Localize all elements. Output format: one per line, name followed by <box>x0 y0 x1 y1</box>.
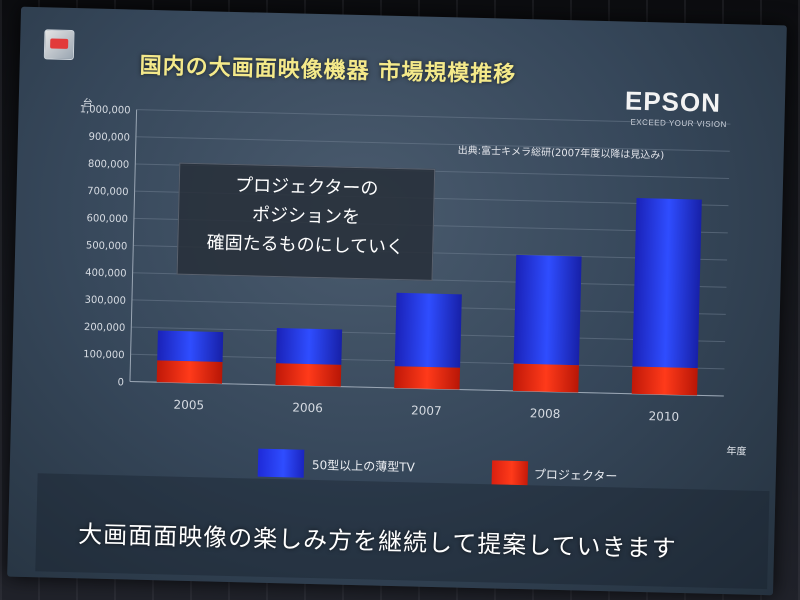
y-tick-label: 700,000 <box>87 186 129 198</box>
bar-tv-2007 <box>394 292 462 368</box>
y-tick-label: 200,000 <box>84 322 126 334</box>
bar-tv-2005 <box>157 330 224 362</box>
gridline <box>135 136 730 152</box>
bar-projector-2008 <box>512 363 579 393</box>
x-tick-label: 2008 <box>530 406 561 421</box>
y-tick-label: 300,000 <box>84 295 126 307</box>
x-tick-label: 2005 <box>173 398 204 413</box>
y-tick-label: 0 <box>117 377 124 388</box>
y-tick-label: 1,000,000 <box>80 104 131 116</box>
bar-projector-2010 <box>631 366 698 396</box>
legend-item-tv: 50型以上の薄型TV <box>257 448 415 481</box>
callout-line-3: 確固たるものにしていく <box>206 232 405 259</box>
y-tick-label: 600,000 <box>86 213 128 225</box>
x-tick-label: 2007 <box>411 403 442 418</box>
y-tick-label: 500,000 <box>86 240 128 252</box>
callout-box: プロジェクターの ポジションを 確固たるものにしていく <box>176 162 436 281</box>
bar-tv-2008 <box>513 254 582 366</box>
bar-projector-2007 <box>394 366 461 390</box>
y-tick-label: 400,000 <box>85 268 127 280</box>
projection-screen: 国内の大画面映像機器 市場規模推移 EPSON EXCEED YOUR VISI… <box>7 6 787 596</box>
legend-item-projector: プロジェクター <box>491 460 618 487</box>
gridline <box>136 109 731 125</box>
x-tick-label: 2006 <box>292 400 323 415</box>
bar-projector-2006 <box>275 363 342 387</box>
legend-swatch-tv <box>257 448 305 478</box>
legend-label-projector: プロジェクター <box>533 466 618 483</box>
bar-tv-2006 <box>275 327 343 365</box>
y-axis-line <box>129 109 138 382</box>
y-tick-label: 100,000 <box>83 349 125 361</box>
y-tick-label: 900,000 <box>88 132 130 144</box>
bar-tv-2010 <box>632 197 702 369</box>
legend-label-tv: 50型以上の薄型TV <box>311 457 415 474</box>
bar-projector-2005 <box>156 360 223 384</box>
x-tick-label: 2010 <box>648 409 679 424</box>
x-axis-label: 年度 <box>726 446 747 458</box>
legend-swatch-projector <box>491 460 529 486</box>
y-tick-label: 800,000 <box>88 159 130 171</box>
